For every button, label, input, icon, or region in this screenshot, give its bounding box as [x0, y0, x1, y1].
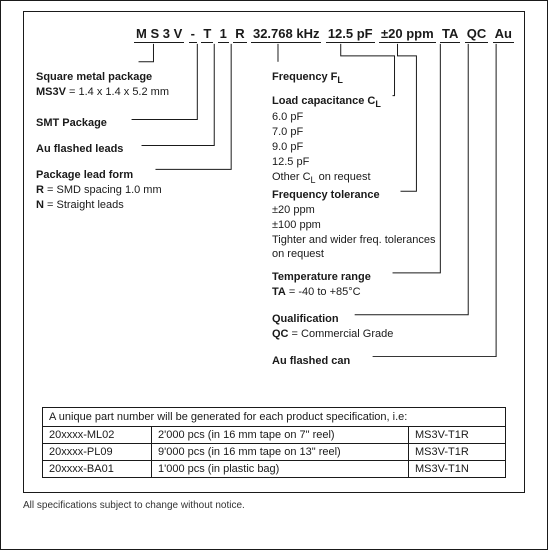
title: Square metal package [36, 71, 152, 83]
opt: 12.5 pF [272, 156, 309, 168]
label-au-flashed-leads: Au flashed leads [36, 142, 123, 157]
seg-t: T [201, 26, 213, 43]
title: Au flashed leads [36, 143, 123, 155]
part-number-row: M S 3 V - T 1 R 32.768 kHz 12.5 pF ±20 p… [134, 26, 514, 43]
seg-dash: - [189, 26, 197, 43]
title: Frequency tolerance [272, 189, 380, 201]
sub: L [337, 75, 343, 85]
opt: ±100 ppm [272, 219, 321, 231]
note: on request [272, 248, 324, 260]
opt: 9.0 pF [272, 141, 303, 153]
cell-pn: 20xxxx-ML02 [43, 427, 152, 443]
cell-type: MS3V-T1R [409, 444, 505, 460]
opt: 7.0 pF [272, 126, 303, 138]
page: M S 3 V - T 1 R 32.768 kHz 12.5 pF ±20 p… [0, 0, 548, 550]
title: Frequency F [272, 71, 337, 83]
title: SMT Package [36, 117, 107, 129]
cell-desc: 1'000 pcs (in plastic bag) [152, 461, 409, 477]
seg-ms3v: M S 3 V [134, 26, 184, 43]
seg-freq: 32.768 kHz [251, 26, 322, 43]
cell-desc: 2'000 pcs (in 16 mm tape on 7" reel) [152, 427, 409, 443]
cell-pn: 20xxxx-BA01 [43, 461, 152, 477]
label-au-flashed-can: Au flashed can [272, 354, 350, 369]
title: Temperature range [272, 271, 371, 283]
title: Qualification [272, 313, 339, 325]
opt: 6.0 pF [272, 111, 303, 123]
label-square-metal-package: Square metal package MS3V = 1.4 x 1.4 x … [36, 70, 169, 100]
label-qualification: Qualification QC = Commercial Grade [272, 312, 393, 342]
cell-pn: 20xxxx-PL09 [43, 444, 152, 460]
table-row: 20xxxx-ML02 2'000 pcs (in 16 mm tape on … [43, 427, 505, 443]
part-number-table: A unique part number will be generated f… [42, 407, 506, 478]
note: Tighter and wider freq. tolerances [272, 234, 435, 246]
title: Package lead form [36, 169, 133, 181]
sub: L [375, 99, 381, 109]
seg-r: R [233, 26, 246, 43]
label-load-capacitance: Load capacitance CL 6.0 pF 7.0 pF 9.0 pF… [272, 94, 381, 186]
table-row: 20xxxx-BA01 1'000 pcs (in plastic bag) M… [43, 460, 505, 477]
label-frequency: Frequency FL [272, 70, 343, 86]
cell-desc: 9'000 pcs (in 16 mm tape on 13" reel) [152, 444, 409, 460]
seg-tol: ±20 ppm [379, 26, 436, 43]
diagram-box: M S 3 V - T 1 R 32.768 kHz 12.5 pF ±20 p… [23, 11, 525, 493]
table-row: 20xxxx-PL09 9'000 pcs (in 16 mm tape on … [43, 443, 505, 460]
label-package-lead-form: Package lead form R = SMD spacing 1.0 mm… [36, 168, 162, 213]
label-smt-package: SMT Package [36, 116, 107, 131]
label-temperature-range: Temperature range TA = -40 to +85°C [272, 270, 371, 300]
title: Au flashed can [272, 355, 350, 367]
title: Load capacitance C [272, 95, 375, 107]
seg-cap: 12.5 pF [326, 26, 375, 43]
footer-note: All specifications subject to change wit… [23, 500, 245, 511]
cell-type: MS3V-T1R [409, 427, 505, 443]
seg-qc: QC [465, 26, 489, 43]
seg-1: 1 [218, 26, 229, 43]
table-head: A unique part number will be generated f… [43, 408, 505, 427]
cell-type: MS3V-T1N [409, 461, 505, 477]
label-frequency-tolerance: Frequency tolerance ±20 ppm ±100 ppm Tig… [272, 188, 435, 262]
seg-ta: TA [440, 26, 460, 43]
opt: ±20 ppm [272, 204, 315, 216]
seg-au: Au [493, 26, 514, 43]
other: Other CL on request [272, 171, 371, 183]
